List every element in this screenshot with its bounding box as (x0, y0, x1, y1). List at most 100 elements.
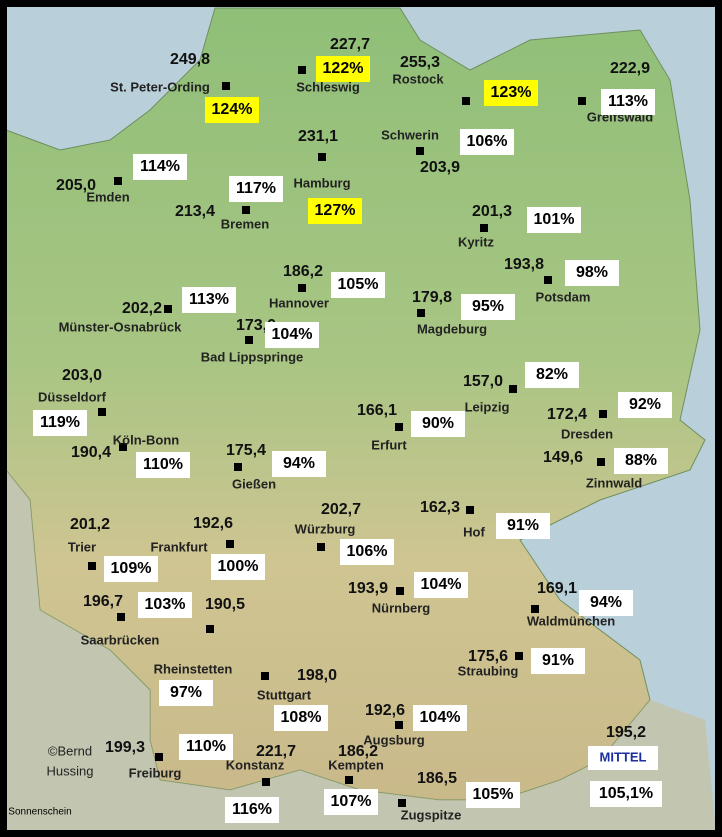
station-percent: 123% (491, 84, 532, 101)
station-hours: 175,6 (468, 648, 508, 665)
station-percent: 119% (40, 414, 80, 431)
percent-box (324, 789, 378, 815)
station-percent: 94% (590, 594, 622, 611)
percent-box (565, 260, 619, 286)
station-hours: 186,5 (417, 770, 457, 787)
station-marker (119, 443, 127, 451)
station-marker (242, 206, 250, 214)
station-hours: 202,2 (122, 300, 162, 317)
percent-box (531, 648, 585, 674)
station-name: Augsburg (363, 732, 424, 747)
percent-box (331, 272, 385, 298)
station-percent: 127% (315, 202, 356, 219)
station-percent: 104% (421, 576, 462, 593)
percent-box (159, 680, 213, 706)
credit: Hussing (47, 763, 94, 778)
station-percent: 105% (473, 786, 514, 803)
station-percent: 104% (272, 326, 313, 343)
station-percent: 113% (608, 93, 648, 110)
station-marker (509, 385, 517, 393)
station-name: Rostock (392, 71, 444, 86)
station-name: Kempten (328, 757, 384, 772)
percent-box (211, 554, 265, 580)
station-name: Zugspitze (401, 807, 462, 822)
station-hours: 201,3 (472, 203, 512, 220)
station-hours: 202,7 (321, 501, 361, 518)
station-hours: 249,8 (170, 51, 210, 68)
station-marker (398, 799, 406, 807)
station-name: Zinnwald (586, 475, 642, 490)
station-name: Saarbrücken (81, 632, 160, 647)
percent-box (496, 513, 550, 539)
station-hours: 179,8 (412, 289, 452, 306)
station-name: Magdeburg (417, 321, 487, 336)
station-marker (395, 721, 403, 729)
station-hours: 192,6 (193, 515, 233, 532)
station-name: Dresden (561, 426, 613, 441)
station-name: Düsseldorf (38, 389, 107, 404)
station-hours: 231,1 (298, 128, 338, 145)
percent-box (484, 80, 538, 106)
station-name: Bad Lippspringe (201, 349, 304, 364)
station-hours: 201,2 (70, 516, 110, 533)
station-marker (222, 82, 230, 90)
station-name: Frankfurt (150, 539, 208, 554)
station-name: Rheinstetten (154, 661, 233, 676)
station-percent: 88% (625, 452, 657, 469)
station-marker (298, 284, 306, 292)
station-hours: 255,3 (400, 54, 440, 71)
station-name: Potsdam (536, 289, 591, 304)
station-marker (155, 753, 163, 761)
station-percent: 109% (111, 560, 152, 577)
station-marker (298, 66, 306, 74)
percent-box (104, 556, 158, 582)
station-marker (206, 625, 214, 633)
station-percent: 101% (534, 211, 575, 228)
station-hours: 192,6 (365, 702, 405, 719)
credit: ©Bernd (48, 743, 92, 758)
station-marker (317, 543, 325, 551)
percent-box (461, 294, 515, 320)
percent-box (179, 734, 233, 760)
station-hours: 203,0 (62, 367, 102, 384)
station-name: Freiburg (129, 765, 182, 780)
percent-box (411, 411, 465, 437)
station-hours: 227,7 (330, 36, 370, 53)
station-percent: 104% (420, 709, 461, 726)
station-name: Bremen (221, 216, 269, 231)
station-hours: 157,0 (463, 373, 503, 390)
percent-box (579, 590, 633, 616)
station-percent: 98% (576, 264, 608, 281)
station-hours: 221,7 (256, 743, 296, 760)
station-marker (515, 652, 523, 660)
percent-box (340, 539, 394, 565)
station-hours: 213,4 (175, 203, 215, 220)
station-percent: 92% (629, 396, 661, 413)
station-name: Hamburg (293, 175, 350, 190)
station-percent: 124% (212, 101, 253, 118)
percent-box (308, 198, 362, 224)
station-percent: 108% (281, 709, 322, 726)
border (5, 5, 717, 832)
station-hours: 186,2 (338, 743, 378, 760)
station-name: Straubing (458, 663, 519, 678)
percent-box (413, 705, 467, 731)
station-name: Schwerin (381, 127, 439, 142)
station-name: Kyritz (458, 234, 495, 249)
percent-box (136, 452, 190, 478)
station-percent: 114% (140, 158, 180, 175)
station-percent: 91% (507, 517, 539, 534)
station-percent: 94% (283, 455, 315, 472)
station-hours: 196,7 (83, 593, 123, 610)
station-hours: 162,3 (420, 499, 460, 516)
station-marker (234, 463, 242, 471)
station-hours: 169,1 (537, 580, 577, 597)
mean-percent-box (590, 781, 662, 807)
station-name: Gießen (232, 476, 276, 491)
station-percent: 105% (338, 276, 379, 293)
station-marker (117, 613, 125, 621)
station-name: Würzburg (295, 521, 356, 536)
station-percent: 82% (536, 366, 568, 383)
station-hours: 203,9 (420, 159, 460, 176)
